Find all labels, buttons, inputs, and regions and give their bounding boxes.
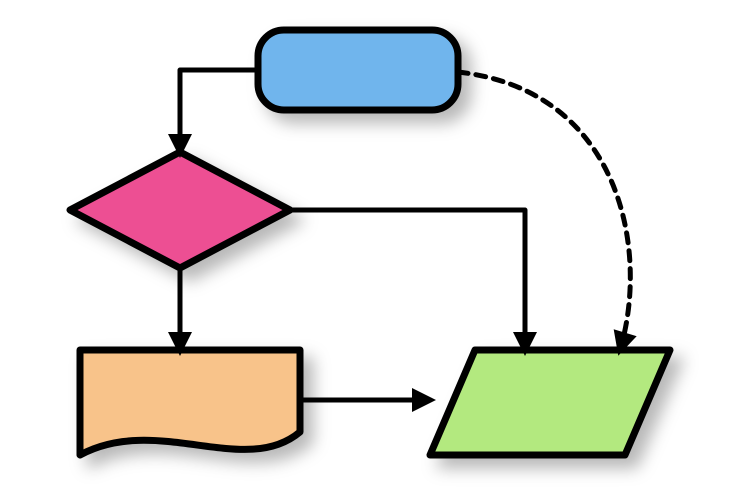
- node-decision: [70, 152, 290, 268]
- flowchart-diagram: [0, 0, 750, 500]
- nodes: [70, 30, 670, 455]
- node-document: [80, 350, 300, 455]
- node-start: [258, 30, 458, 110]
- edge-decision-to-data: [290, 210, 525, 350]
- node-data: [430, 350, 670, 455]
- edge-start-to-decision: [180, 70, 258, 152]
